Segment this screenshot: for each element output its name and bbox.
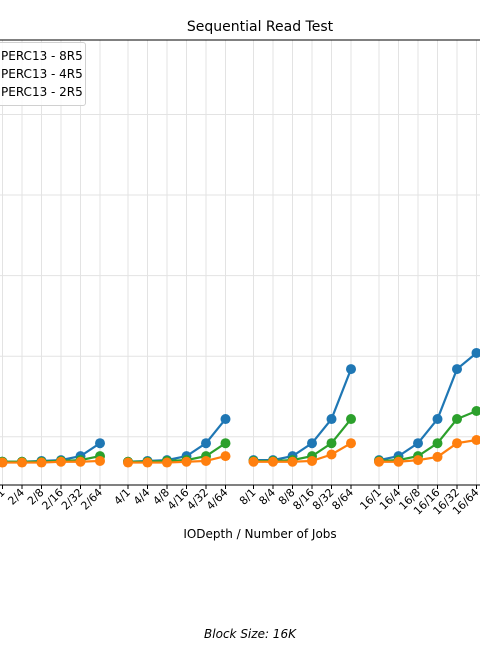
data-point	[413, 455, 423, 466]
data-point	[471, 405, 480, 416]
data-point	[220, 451, 231, 462]
data-point	[432, 414, 443, 425]
data-point	[248, 456, 259, 467]
data-point	[220, 414, 231, 425]
data-point	[326, 438, 337, 449]
data-point	[326, 449, 337, 460]
x-tick-label: 4/1	[111, 486, 133, 508]
x-tick-label: 2/1	[0, 486, 8, 508]
data-point	[413, 438, 423, 449]
data-point	[346, 364, 356, 375]
x-tick-label: 2/64	[78, 486, 105, 513]
series-line-perc13-8r5	[253, 368, 353, 462]
x-tick-label: 8/1	[237, 486, 259, 508]
legend: PERC13 - 8R5 PERC13 - 4R5 PERC13 - 2R5	[0, 42, 86, 106]
data-point	[17, 457, 27, 468]
grid-lines	[0, 40, 480, 485]
data-point	[220, 438, 231, 449]
data-series	[0, 347, 480, 468]
data-point	[56, 456, 66, 467]
data-point	[201, 438, 211, 449]
data-point	[201, 455, 211, 466]
x-tick-label: 4/64	[204, 486, 231, 513]
data-point	[374, 456, 384, 467]
legend-label: PERC13 - 8R5	[1, 49, 83, 63]
data-point	[393, 456, 404, 467]
data-point	[36, 457, 47, 468]
x-tick-label: 4/4	[131, 486, 153, 508]
data-point	[452, 364, 462, 375]
data-point	[181, 456, 192, 467]
data-point	[268, 456, 278, 467]
x-tick-label: 8/64	[329, 486, 356, 513]
x-ticks: 2/12/42/82/162/322/64 4/14/44/84/164/324/…	[0, 485, 480, 518]
data-point	[432, 451, 443, 462]
data-point	[452, 414, 462, 425]
data-point	[452, 438, 462, 449]
data-point	[471, 434, 480, 445]
data-point	[75, 456, 86, 467]
x-tick-label: 2/4	[5, 486, 27, 508]
x-axis-label: IODepth / Number of Jobs	[183, 527, 337, 541]
data-point	[142, 457, 153, 468]
data-point	[326, 414, 337, 425]
data-point	[0, 457, 8, 468]
chart-axes	[0, 39, 480, 486]
data-point	[471, 347, 480, 358]
chart-title: Sequential Read Test	[186, 19, 334, 35]
data-point	[95, 455, 105, 466]
legend-label: PERC13 - 2R5	[1, 85, 83, 99]
data-point	[95, 438, 105, 449]
data-point	[123, 457, 133, 468]
legend-label: PERC13 - 4R5	[1, 67, 83, 81]
block-size-note: Block Size: 16K	[204, 627, 296, 641]
data-point	[346, 414, 356, 425]
data-point	[307, 438, 317, 449]
data-point	[307, 455, 317, 466]
x-tick-label: 8/4	[256, 486, 278, 508]
data-point	[432, 438, 443, 449]
data-point	[346, 438, 356, 449]
data-point	[287, 456, 298, 467]
data-point	[162, 457, 172, 468]
